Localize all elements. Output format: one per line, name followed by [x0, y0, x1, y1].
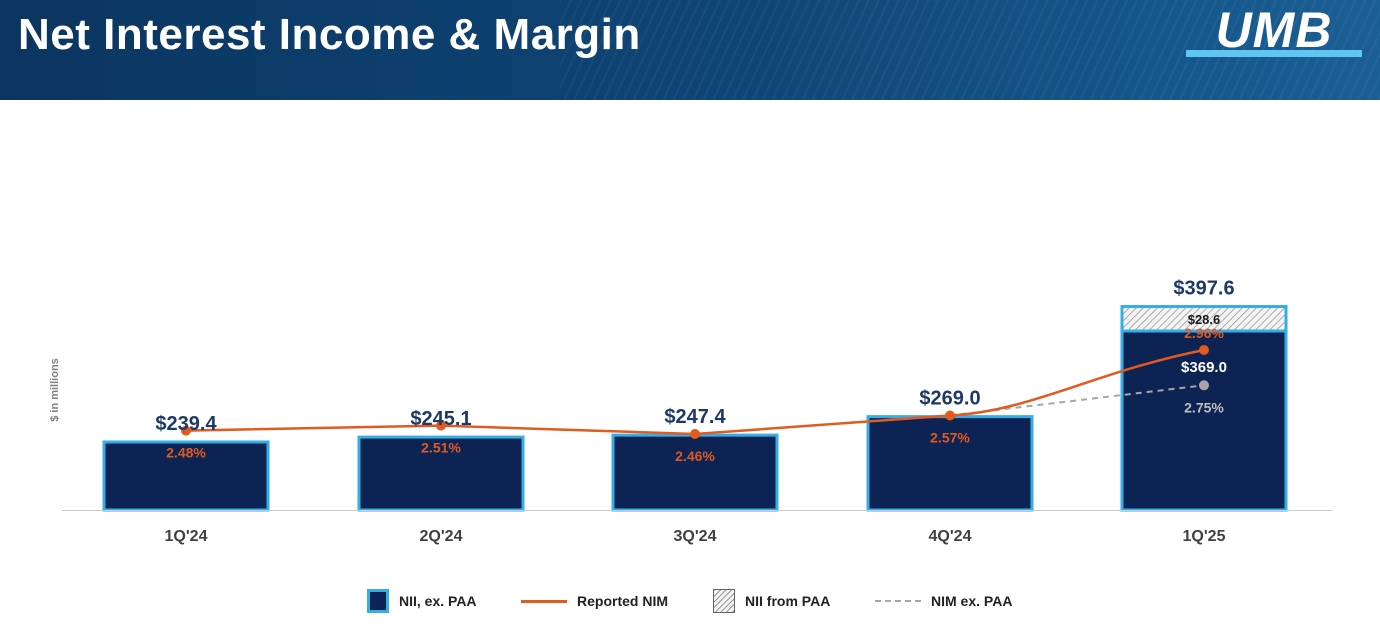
- total-label-1q-25: $397.6: [1173, 278, 1234, 300]
- bar-nii-3q-24: [611, 433, 779, 512]
- legend-item-nim-ex-paa: NIM ex. PAA: [875, 584, 1012, 618]
- nim-ex-paa-label-1q-25: 2.75%: [1184, 399, 1224, 415]
- reported-nim-point-4q-24: [945, 410, 955, 421]
- bar-nii-2q-24: [357, 435, 525, 512]
- umb-logo: UMB: [1186, 4, 1362, 58]
- nii-value-label-1q-25: $369.0: [1181, 359, 1227, 376]
- legend-swatch-reported-nim: [521, 599, 567, 603]
- header-banner: Net Interest Income & Margin UMB: [0, 0, 1380, 100]
- legend-item-nii-from-paa: NII from PAA: [713, 584, 830, 618]
- bar-nii-4q-24: [866, 415, 1034, 512]
- legend-label-reported-nim: Reported NIM: [577, 593, 668, 609]
- x-tick-label-2q-24: 2Q'24: [420, 528, 463, 545]
- logo-text: UMB: [1215, 2, 1333, 58]
- total-label-3q-24: $247.4: [664, 406, 726, 428]
- total-label-2q-24: $245.1: [410, 408, 471, 430]
- nim-ex-paa-line: [949, 384, 1205, 417]
- paa-value-label-1q-25: $28.6: [1188, 312, 1221, 327]
- legend-label-nii-from-paa: NII from PAA: [745, 593, 831, 609]
- total-label-1q-24: $239.4: [155, 413, 217, 435]
- legend-item-nii-ex-paa: NII, ex. PAA: [367, 584, 477, 618]
- logo-underline: [1186, 50, 1362, 57]
- total-label-4q-24: $269.0: [919, 388, 980, 410]
- reported-nim-point-1q-24: [181, 425, 191, 436]
- x-tick-label-1q-25: 1Q'25: [1183, 528, 1226, 545]
- legend-swatch-nim-ex-paa: [875, 600, 921, 602]
- reported-nim-label-1q-24: 2.48%: [166, 445, 206, 461]
- nii-nim-chart: $ in millions $239.4 1Q'24 $245.1 2Q'24 $247…: [49, 278, 1332, 545]
- reported-nim-label-2q-24: 2.51%: [421, 440, 461, 456]
- legend-label-nii-ex-paa: NII, ex. PAA: [399, 593, 477, 609]
- legend-swatch-nii-from-paa: [713, 589, 735, 613]
- reported-nim-label-1q-25: 2.96%: [1184, 325, 1224, 341]
- x-tick-label-4q-24: 4Q'24: [929, 528, 972, 545]
- reported-nim-point-3q-24: [690, 429, 700, 439]
- reported-nim-label-4q-24: 2.57%: [930, 430, 970, 446]
- reported-nim-point-2q-24: [436, 420, 446, 431]
- reported-nim-point-1q-25: [1199, 345, 1209, 355]
- y-axis-label: $ in millions: [49, 358, 61, 422]
- legend-label-nim-ex-paa: NIM ex. PAA: [931, 593, 1013, 609]
- legend: NII, ex. PAA Reported NIM NII from PAA N…: [0, 584, 1380, 618]
- nim-ex-paa-point-1q-25: [1199, 380, 1209, 391]
- bar-paa-1q-25: [1120, 305, 1288, 333]
- reported-nim-label-3q-24: 2.46%: [675, 448, 715, 464]
- legend-item-reported-nim: Reported NIM: [521, 584, 668, 618]
- x-tick-label-3q-24: 3Q'24: [674, 528, 717, 545]
- bar-nii-1q-24: [102, 440, 270, 512]
- bar-nii-1q-25: [1120, 329, 1288, 512]
- x-tick-label-1q-24: 1Q'24: [165, 528, 208, 545]
- legend-swatch-nii-ex-paa: [367, 589, 389, 613]
- page-title: Net Interest Income & Margin: [18, 10, 641, 59]
